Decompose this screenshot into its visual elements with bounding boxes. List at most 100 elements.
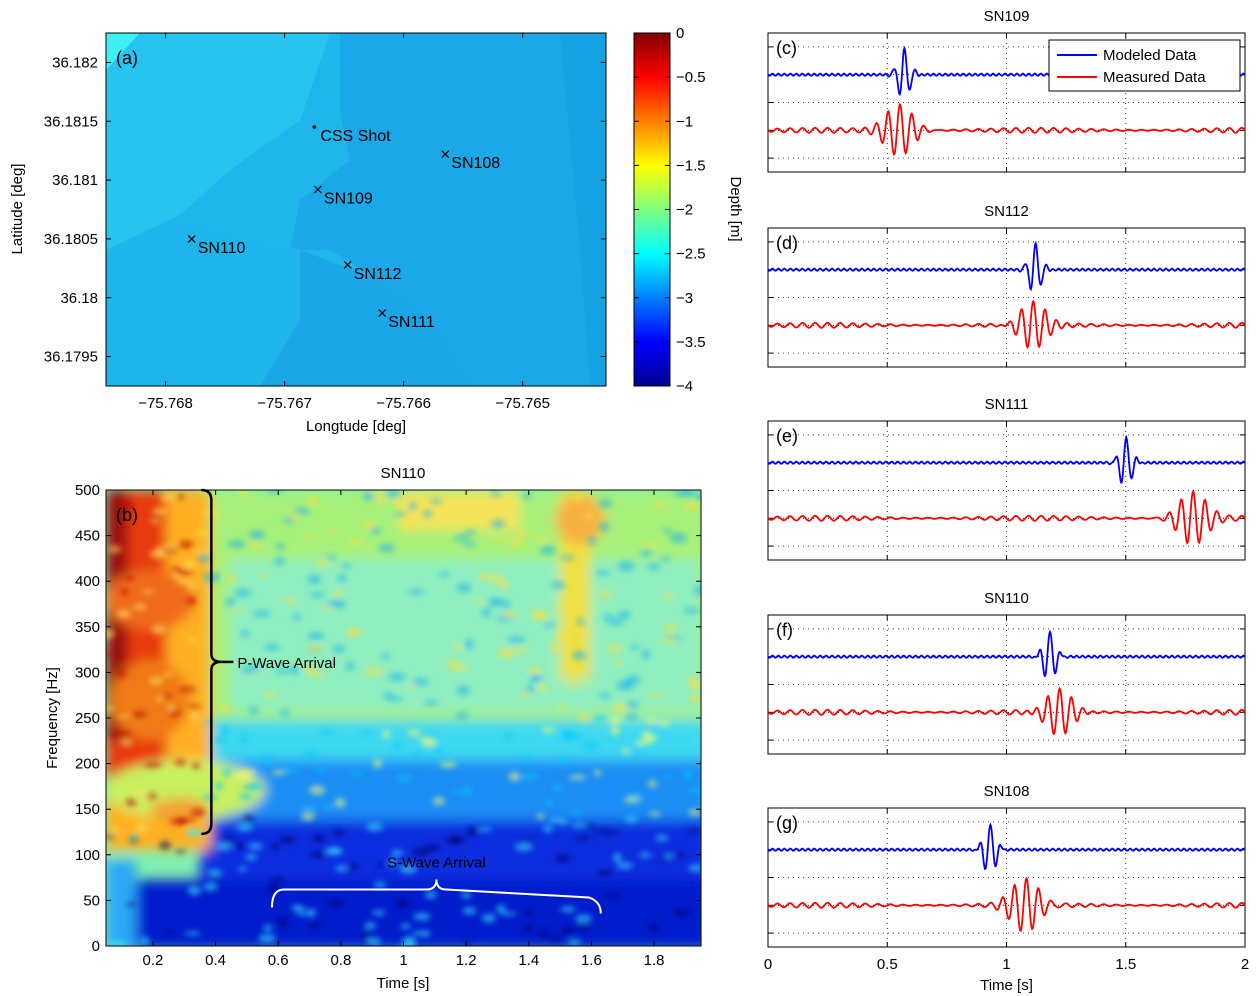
modeled-trace xyxy=(767,434,1246,485)
y-tick-label: 200 xyxy=(75,756,100,773)
depth-map-y-axis: 36.1795 36.18 36.1805 36.181 36.1815 36.182 xyxy=(44,54,606,366)
x-tick-label: 1.4 xyxy=(518,952,539,969)
y-tick-label: 36.18 xyxy=(60,290,98,307)
waveform-panel-c: SN109 (c) Modeled Data Measured Data xyxy=(767,8,1246,173)
sensor-label: SN109 xyxy=(324,190,373,207)
modeled-trace xyxy=(767,822,1246,871)
x-tick-label: −75.766 xyxy=(376,395,431,412)
depth-map-x-label: Longtude [deg] xyxy=(306,418,406,435)
spectrogram-x-axis: 0.2 0.4 0.6 0.8 1 1.2 1.4 1.6 1.8 xyxy=(143,490,665,969)
x-tick-label: 1.2 xyxy=(456,952,477,969)
sensor-label: SN108 xyxy=(451,155,500,172)
waveform-panels: SN109 (c) Modeled Data Measured Data SN112 (d… xyxy=(764,8,1249,994)
x-tick-label: 0.8 xyxy=(330,952,351,969)
y-tick-label: 36.181 xyxy=(52,172,98,189)
sensor-marker xyxy=(441,150,450,159)
sensor-marker xyxy=(343,260,352,269)
sensor-markers: CSS Shot SN108 SN109 SN110 SN112 SN111 xyxy=(187,125,500,331)
x-tick-label: −75.765 xyxy=(495,395,550,412)
waveform-title: SN110 xyxy=(984,590,1029,607)
colorbar-tick-label: −0.5 xyxy=(676,69,706,86)
spectrogram-y-axis: 0 50 100 150 200 250 300 350 400 450 500 xyxy=(75,482,701,955)
spectrogram-field xyxy=(106,490,701,946)
legend: Modeled Data Measured Data xyxy=(1048,39,1241,92)
legend-label: Measured Data xyxy=(1103,69,1206,86)
x-tick-label: −75.768 xyxy=(138,395,193,412)
x-tick-label: 1.6 xyxy=(581,952,602,969)
y-tick-label: 300 xyxy=(75,664,100,681)
waveform-title: SN112 xyxy=(984,203,1029,220)
sensor-label: SN110 xyxy=(198,240,246,257)
p-wave-brace xyxy=(201,488,222,836)
x-tick-label: 0.4 xyxy=(205,952,226,969)
depth-map-y-label: Latitude [deg] xyxy=(9,164,26,255)
waveform-panel-d: SN112 (d) xyxy=(767,203,1246,368)
y-tick-label: 500 xyxy=(75,482,100,499)
shot-marker xyxy=(312,125,317,129)
x-tick-label: 0 xyxy=(764,956,772,973)
y-tick-label: 100 xyxy=(75,847,100,864)
x-tick-label: 1 xyxy=(1002,956,1010,973)
measured-trace xyxy=(767,489,1246,545)
x-tick-label: 1.8 xyxy=(644,952,665,969)
waveform-title: SN109 xyxy=(984,8,1030,25)
legend-label: Modeled Data xyxy=(1103,47,1197,64)
sensor-marker xyxy=(313,185,322,194)
depth-colorbar xyxy=(633,32,671,387)
sensor-marker xyxy=(378,309,387,317)
waveform-x-label: Time [s] xyxy=(980,977,1033,994)
depth-map-field xyxy=(106,33,606,386)
colorbar-tick-label: −3.5 xyxy=(676,334,706,351)
x-tick-label: 2 xyxy=(1241,956,1249,973)
waveform-panel-e: SN111 (e) xyxy=(767,396,1246,561)
y-tick-label: 36.182 xyxy=(52,54,98,71)
x-tick-label: 0.6 xyxy=(268,952,289,969)
colorbar-label: Depth [m] xyxy=(727,176,744,241)
x-tick-label: −75.767 xyxy=(257,395,312,412)
x-tick-label: 0.2 xyxy=(143,952,164,969)
waveform-title: SN111 xyxy=(985,396,1029,413)
y-tick-label: 400 xyxy=(75,573,100,590)
wave-arrival-annotations: P-Wave Arrival S-Wave Arrival xyxy=(201,488,602,914)
spectrogram-panel: SN110 xyxy=(44,465,702,992)
colorbar-axis: 0 −0.5 −1 −1.5 −2 −2.5 −3 −3.5 −4 xyxy=(634,25,706,395)
sensor-label: CSS Shot xyxy=(320,128,391,145)
modeled-trace xyxy=(767,629,1246,678)
colorbar-tick-label: −3 xyxy=(676,290,693,307)
measured-trace xyxy=(767,877,1246,932)
sensor-label: SN112 xyxy=(354,266,402,283)
colorbar-tick-label: −2.5 xyxy=(676,246,706,263)
spectrogram-x-label: Time [s] xyxy=(377,975,430,992)
depth-map-panel: 36.1795 36.18 36.1805 36.181 36.1815 36.182 −… xyxy=(9,25,744,435)
panel-label: (f) xyxy=(776,620,793,640)
s-wave-brace xyxy=(270,879,602,914)
y-tick-label: 450 xyxy=(75,528,100,545)
spectrogram-title: SN110 xyxy=(381,465,426,482)
panel-label-b: (b) xyxy=(116,505,138,525)
sensor-label: SN111 xyxy=(388,314,435,331)
waveform-panel-f: SN110 (f) xyxy=(767,590,1246,755)
waveform-title: SN108 xyxy=(984,783,1030,800)
x-tick-label: 1.5 xyxy=(1115,956,1136,973)
panel-label-a: (a) xyxy=(116,48,138,68)
colorbar-tick-label: −2 xyxy=(676,202,693,219)
colorbar-tick-label: −4 xyxy=(676,378,693,395)
s-wave-label: S-Wave Arrival xyxy=(387,854,486,871)
panel-label: (c) xyxy=(776,38,797,58)
legend-box xyxy=(1048,39,1241,92)
panel-label: (d) xyxy=(776,233,798,253)
x-tick-label: 1 xyxy=(399,952,407,969)
panel-label: (e) xyxy=(776,426,798,446)
y-tick-label: 350 xyxy=(75,619,100,636)
colorbar-tick-label: −1.5 xyxy=(676,157,706,174)
sensor-marker xyxy=(187,234,196,243)
colorbar-tick-label: 0 xyxy=(676,25,684,42)
measured-trace xyxy=(767,299,1246,349)
p-wave-label: P-Wave Arrival xyxy=(237,655,336,672)
y-tick-label: 36.1795 xyxy=(44,349,98,366)
colorbar-tick-label: −1 xyxy=(676,113,693,130)
y-tick-label: 250 xyxy=(75,710,100,727)
y-tick-label: 36.1805 xyxy=(44,231,98,248)
measured-trace xyxy=(767,686,1246,736)
